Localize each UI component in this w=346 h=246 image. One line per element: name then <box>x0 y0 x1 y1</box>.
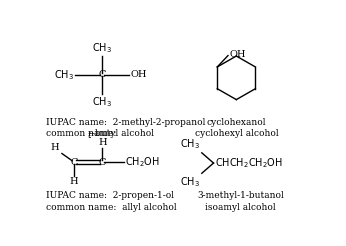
Text: $\mathrm{CH_3}$: $\mathrm{CH_3}$ <box>92 41 112 55</box>
Text: H: H <box>98 138 107 147</box>
Text: H: H <box>70 177 79 186</box>
Text: $\mathrm{CH_2OH}$: $\mathrm{CH_2OH}$ <box>125 155 160 169</box>
Text: $\mathrm{CH_3}$: $\mathrm{CH_3}$ <box>92 95 112 109</box>
Text: $\mathrm{CH_3}$: $\mathrm{CH_3}$ <box>54 68 74 82</box>
Text: cyclohexanol: cyclohexanol <box>207 118 266 127</box>
Text: common name:  allyl alcohol: common name: allyl alcohol <box>46 203 176 212</box>
Text: cyclohexyl alcohol: cyclohexyl alcohol <box>194 129 278 138</box>
Text: IUPAC name:  2-methyl-2-propanol: IUPAC name: 2-methyl-2-propanol <box>46 118 205 127</box>
Text: C: C <box>99 158 106 167</box>
Text: $\mathrm{CH_3}$: $\mathrm{CH_3}$ <box>180 175 200 189</box>
Text: OH: OH <box>230 50 246 59</box>
Text: IUPAC name:  2-propen-1-ol: IUPAC name: 2-propen-1-ol <box>46 191 174 200</box>
Text: $\mathrm{CHCH_2CH_2OH}$: $\mathrm{CHCH_2CH_2OH}$ <box>215 156 283 170</box>
Text: isoamyl alcohol: isoamyl alcohol <box>205 203 276 212</box>
Text: -butyl alcohol: -butyl alcohol <box>91 129 154 138</box>
Text: C: C <box>70 158 78 167</box>
Text: common name:: common name: <box>46 129 128 138</box>
Text: $t$: $t$ <box>88 129 93 140</box>
Text: H: H <box>51 143 59 152</box>
Text: 3-methyl-1-butanol: 3-methyl-1-butanol <box>197 191 284 200</box>
Text: C: C <box>99 71 106 79</box>
Text: OH: OH <box>130 71 147 79</box>
Text: $\mathrm{CH_3}$: $\mathrm{CH_3}$ <box>180 137 200 151</box>
